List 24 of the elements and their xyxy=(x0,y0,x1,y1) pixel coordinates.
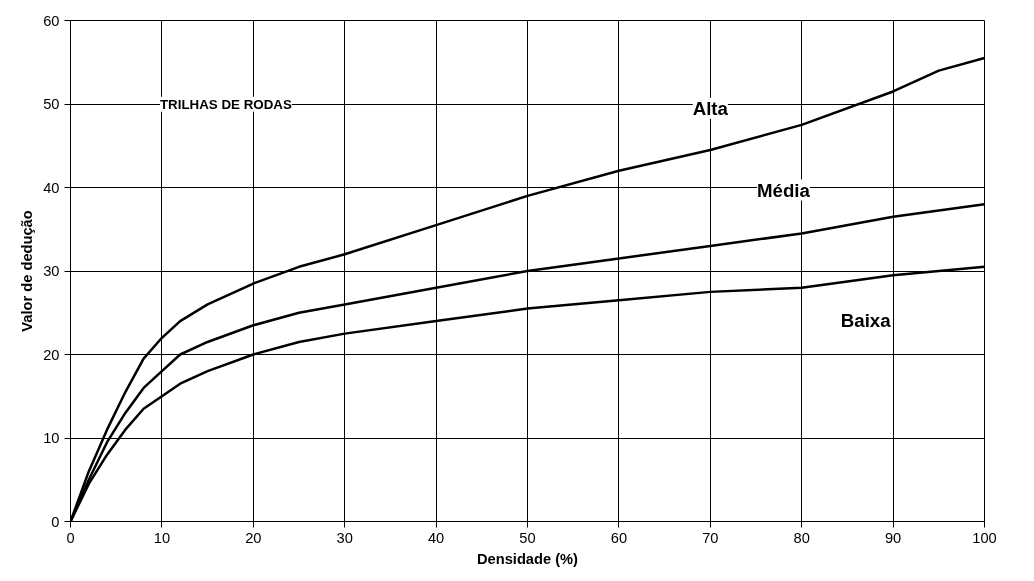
series-label: Baixa xyxy=(840,310,892,332)
series-label: Alta xyxy=(692,97,729,119)
annotation: TRILHAS DE RODAS xyxy=(159,96,292,112)
x-tick-label: 0 xyxy=(66,529,75,546)
y-axis-title: Valor de dedução xyxy=(19,210,36,332)
x-tick-label: 10 xyxy=(153,529,171,546)
x-tick-label: 60 xyxy=(610,529,628,546)
y-tick-label: 10 xyxy=(43,430,60,446)
y-tick-label: 60 xyxy=(43,12,60,29)
x-tick-label: 70 xyxy=(702,529,719,546)
y-tick-label: 50 xyxy=(43,96,60,112)
series-label: Média xyxy=(756,179,811,201)
y-tick-label: 30 xyxy=(43,263,60,279)
x-tick-label: 30 xyxy=(336,529,353,546)
x-tick-label: 90 xyxy=(884,529,902,546)
x-tick-label: 50 xyxy=(519,529,536,546)
x-tick-label: 20 xyxy=(245,529,262,546)
x-tick-label: 80 xyxy=(793,529,810,546)
x-tick-label: 40 xyxy=(427,529,445,546)
x-tick-label: 100 xyxy=(972,529,997,546)
y-tick-label: 20 xyxy=(43,346,60,363)
x-axis-title: Densidade (%) xyxy=(477,550,579,567)
y-tick-label: 0 xyxy=(51,513,60,530)
y-tick-label: 40 xyxy=(43,179,60,196)
